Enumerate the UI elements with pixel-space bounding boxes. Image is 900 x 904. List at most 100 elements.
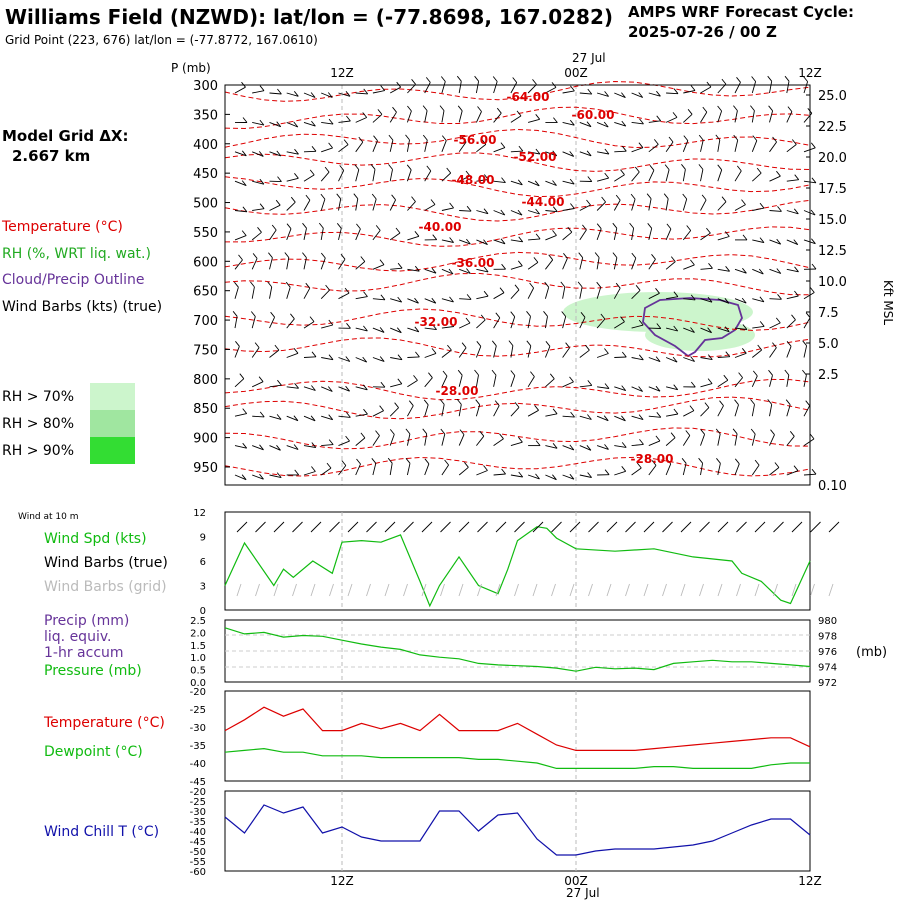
wind-barb [407,357,419,358]
wind-barb-flag [290,314,294,319]
wind-barb [666,414,678,416]
wind-barb-flag [760,203,764,208]
wind-barb-flag [356,224,360,229]
wind-barb-flag [686,431,690,436]
top-time-label: 12Z [798,66,822,80]
wind-barb-flag [500,288,504,293]
wind-barb [580,205,591,211]
wind-barb-flag [775,463,779,468]
wind-barb-flag [684,136,688,141]
wind-barb [339,441,350,446]
wind-barb-flag [466,318,470,323]
wind-barb [580,287,582,299]
wind-barb-flag [739,373,743,378]
wind-barb [632,172,640,181]
wind-barb [237,522,247,532]
pressure-tick-label: 600 [193,255,218,270]
model-grid-value: 2.667 km [12,147,90,165]
wind-barb-flag [357,459,361,464]
wind-barb [770,81,772,93]
wind-barb [494,293,504,299]
wind-barb-flag [361,433,365,438]
grid-wind-barb [737,584,741,596]
wind-barb-flag [329,143,333,148]
wind-barb [570,522,580,532]
grid-wind-barb [589,584,593,596]
legend-swatch-rh90 [90,437,135,464]
grid-wind-barb [663,584,667,596]
wind-barb [701,169,703,181]
wind-barb-field [233,76,816,480]
y-tick-label-right: 974 [818,663,837,674]
wind-barb [666,262,675,270]
wind-barb-flag [276,200,280,205]
bottom-date-label: 27 Jul [566,886,600,900]
height-tick-label: 2.5 [818,368,839,383]
wind-barb-flag [742,200,746,205]
wind-barb [632,444,644,445]
wind-barb [494,181,506,182]
wind-barb-flag [398,379,402,384]
wind-barb-flag [650,165,654,170]
wind-barb-flag [771,430,775,435]
grid-wind-barb [626,584,630,596]
pressure-tick-label: 550 [193,226,218,241]
wind-barb [442,208,454,211]
grid-wind-barb [256,584,260,596]
wind-barb [270,93,282,94]
wind-barb [274,522,284,532]
wind-barb [390,140,393,152]
wind-barb-flag [478,107,482,112]
legend-temperature-series: Temperature (°C) [43,715,165,731]
wind-barb-flag [536,114,540,119]
wind-barb [683,169,685,181]
wind-barb [607,522,617,532]
pressure-axis-title: P (mb) [171,61,211,75]
legend-cloud: Cloud/Precip Outline [2,272,145,288]
wind-barb-flag [682,458,686,463]
wind-barb-flag [553,409,557,414]
wind-barb-flag [378,109,382,114]
wind-barb-flag [441,77,445,82]
legend-pressure: Pressure (mb) [44,663,142,679]
wind-barb [718,357,730,358]
wind-barb-flag [768,76,772,81]
wind-barb-flag [381,86,385,91]
wind-barb [287,178,299,181]
grid-wind-barb [515,584,519,596]
wind-barb [390,384,402,387]
height-tick-label: 7.5 [818,306,839,321]
wind-barb-flag [785,370,789,375]
y-tick-label: 3 [200,582,206,593]
wind-barb-flag [258,227,262,232]
wind-barb-flag [602,197,606,202]
wind-barb-flag [319,223,323,228]
legend-1hr-accum: 1-hr accum [44,645,124,661]
wind-barb [735,171,741,181]
wind-barb-flag [493,77,497,82]
height-tick-label: 12.5 [818,244,847,259]
pressure-tick-label: 400 [193,138,218,153]
wind-barb-flag [303,223,307,228]
wind-barb-flag [699,164,703,169]
wind-barb-flag [553,230,557,235]
wind-barb-flag [355,165,359,170]
wind-barb [528,262,538,269]
height-tick-label: 15.0 [818,213,847,228]
wind-barb-flag [311,467,315,472]
wind-barb-flag [285,253,289,258]
wind-barb [649,465,656,475]
wind-barb [287,353,298,357]
grid-wind-barb [274,584,278,596]
wind-barb [511,116,521,123]
wind-barb [373,265,384,270]
wind-barb-flag [778,294,782,299]
wind-barb-flag [722,197,726,202]
wind-barb [701,408,709,417]
wind-barb-flag [484,466,488,471]
wind-barb-flag [724,375,728,380]
wind-barb-flag [260,412,264,417]
wind-barb-flag [415,352,419,357]
wind-barb-flag [251,312,255,317]
wind-barb [321,468,331,475]
